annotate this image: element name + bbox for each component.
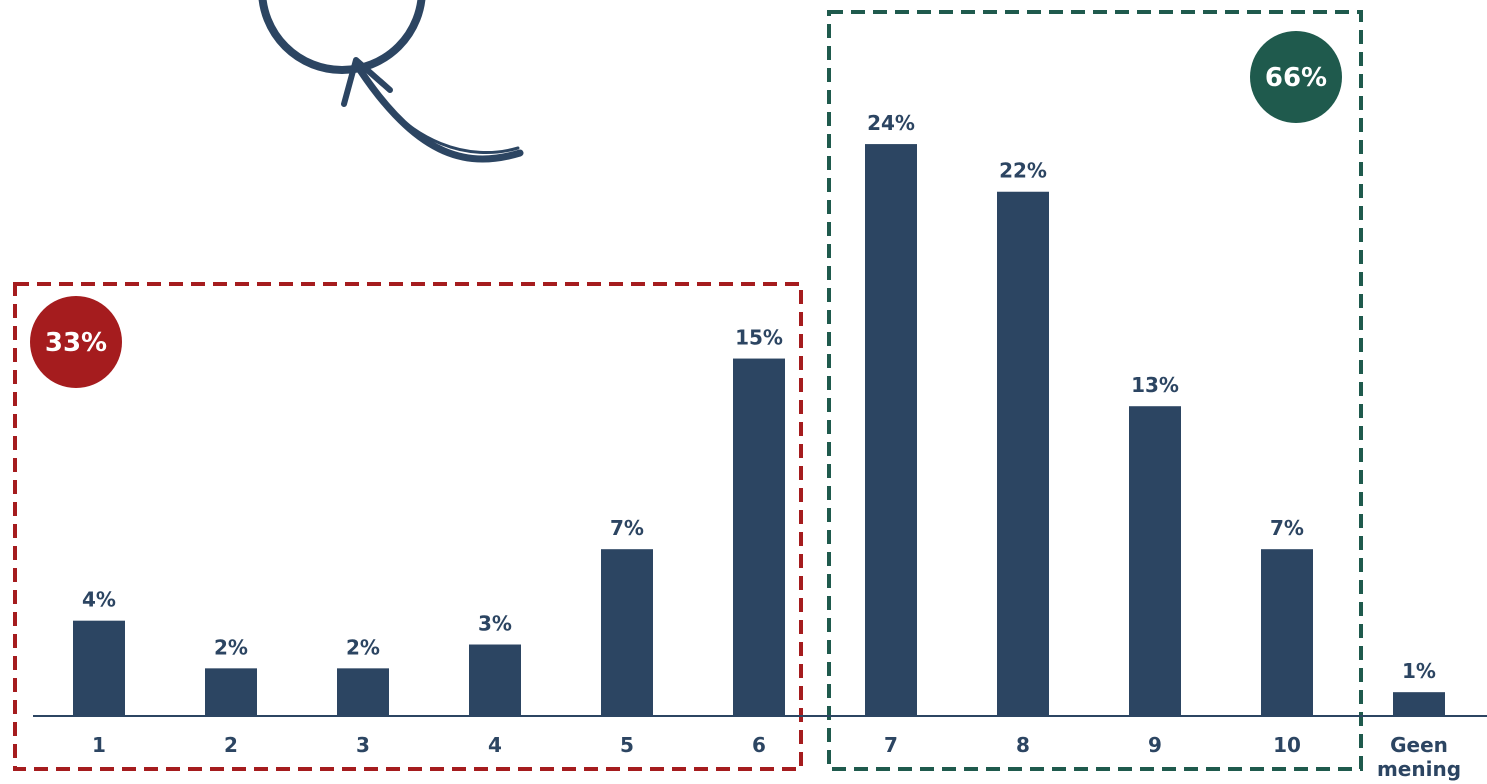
x-tick-label: Geen mening: [1377, 733, 1461, 781]
x-tick-label: 6: [752, 733, 766, 757]
bar-5: [601, 549, 653, 716]
bar-7: [865, 144, 917, 716]
x-tick-label: 5: [620, 733, 634, 757]
x-tick-label: 3: [356, 733, 370, 757]
data-label: 15%: [735, 326, 783, 350]
data-label: 24%: [867, 111, 915, 135]
x-tick-label: 8: [1016, 733, 1030, 757]
x-tick-label: 10: [1273, 733, 1301, 757]
bar-9: [1129, 406, 1181, 716]
bar-6: [733, 358, 785, 716]
group-total-label-high: 66%: [1265, 63, 1327, 93]
curved-arrow-icon: [341, 57, 524, 163]
group-total-badge-low: 33%: [30, 296, 122, 388]
x-tick-label: 2: [224, 733, 238, 757]
data-label: 22%: [999, 159, 1047, 183]
data-label: 4%: [82, 588, 116, 612]
bar-geen-mening: [1393, 692, 1445, 716]
group-total-label-low: 33%: [45, 328, 107, 358]
x-tick-label: 4: [488, 733, 502, 757]
bar-1: [73, 620, 125, 716]
bar-4: [469, 644, 521, 716]
bar-8: [997, 191, 1049, 717]
data-label: 1%: [1402, 659, 1436, 683]
circle-icon: [258, 0, 426, 74]
group-box-low: [13, 282, 803, 771]
bars-layer: [73, 144, 1445, 717]
data-label: 3%: [478, 612, 512, 636]
data-label: 13%: [1131, 373, 1179, 397]
x-tick-label: 1: [92, 733, 106, 757]
x-tick-label: 9: [1148, 733, 1162, 757]
data-label: 7%: [610, 516, 644, 540]
bar-10: [1261, 549, 1313, 716]
x-tick-label: 7: [884, 733, 898, 757]
labels-layer: 4%12%22%33%47%515%624%722%813%97%101%Gee…: [82, 111, 1461, 781]
data-label: 7%: [1270, 516, 1304, 540]
bar-2: [205, 668, 257, 716]
data-label: 2%: [214, 635, 248, 659]
group-total-badge-high: 66%: [1250, 31, 1342, 123]
data-label: 2%: [346, 635, 380, 659]
bar-3: [337, 668, 389, 716]
group-box-high: [827, 10, 1363, 771]
